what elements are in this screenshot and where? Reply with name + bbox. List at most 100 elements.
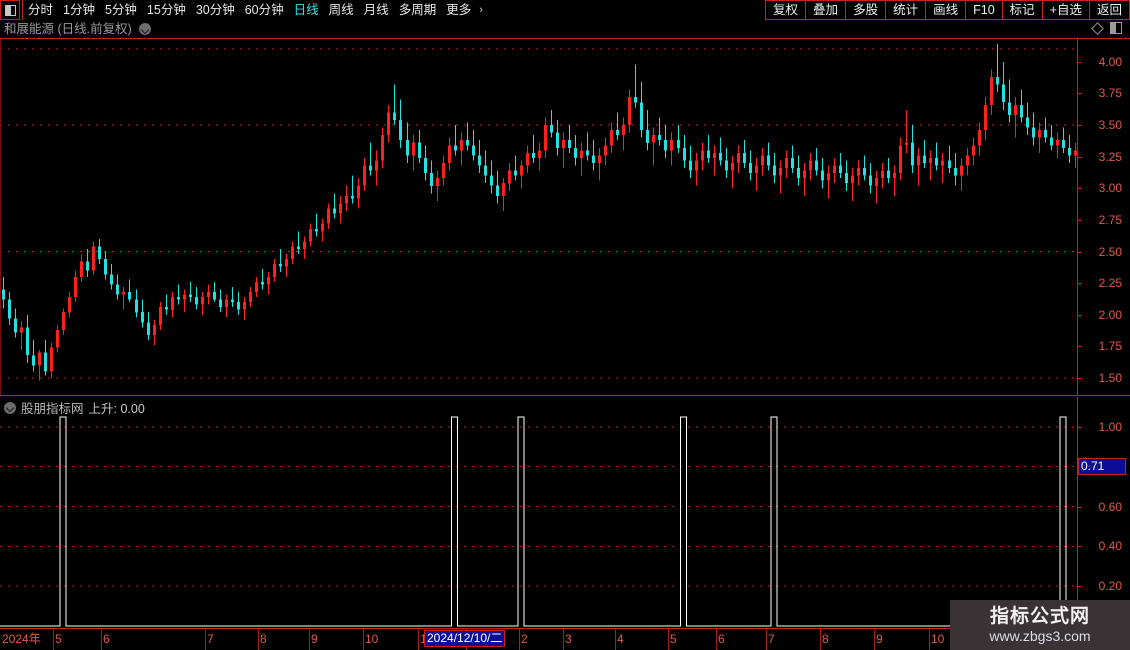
indicator-plot [0, 416, 1078, 627]
indicator-axis-tick [1077, 546, 1082, 548]
indicator-axis-label: 0.20 [1098, 579, 1122, 594]
window-split-icon[interactable] [1110, 22, 1122, 34]
date-axis-tick [101, 629, 102, 650]
date-axis-label: 4 [617, 632, 624, 646]
toolbar-button-F10[interactable]: F10 [966, 0, 1003, 20]
date-axis-label: 8 [822, 632, 829, 646]
period-10[interactable]: 多周期 [398, 3, 437, 17]
indicator-axis-tick [1077, 426, 1082, 428]
indicator-axis-label: 1.00 [1098, 419, 1122, 434]
date-axis-label: 7 [207, 632, 214, 646]
toolbar-button-多股[interactable]: 多股 [846, 0, 887, 20]
indicator-axis-label: 0.60 [1098, 499, 1122, 514]
panel-layout-icon[interactable] [0, 0, 20, 20]
price-axis-tick [1077, 251, 1082, 253]
price-axis-label: 1.75 [1098, 339, 1122, 354]
chevron-down-circle-icon[interactable] [4, 401, 16, 414]
price-axis-tick [1077, 283, 1082, 285]
more-chevron-icon[interactable]: › [479, 4, 483, 16]
toolbar-button-叠加[interactable]: 叠加 [806, 0, 847, 20]
watermark: 指标公式网 www.zbgs3.com [950, 600, 1130, 650]
date-axis[interactable]: 2024年567891011122345678910 2024/12/10/二 [0, 628, 1130, 650]
date-axis-tick [716, 629, 717, 650]
period-9[interactable]: 月线 [363, 3, 389, 17]
date-axis-tick [519, 629, 520, 650]
toolbar-button-标记[interactable]: 标记 [1002, 0, 1043, 20]
price-axis-label: 1.50 [1098, 371, 1122, 386]
indicator-header: 股朋指标网 上升: 0.00 [4, 398, 145, 417]
toolbar-button-统计[interactable]: 统计 [886, 0, 927, 20]
price-axis-label: 2.25 [1098, 276, 1122, 291]
date-axis-tick [820, 629, 821, 650]
date-axis-tick [258, 629, 259, 650]
indicator-axis-rule [1077, 397, 1078, 628]
period-3[interactable]: 5分钟 [104, 3, 137, 17]
date-axis-tick [929, 629, 930, 650]
price-axis-tick [1077, 61, 1082, 63]
period-selector: 分时 1分钟 5分钟 15分钟 30分钟 60分钟 日线 周线 月线 多周期 更多 › [22, 0, 486, 20]
date-axis-tick [615, 629, 616, 650]
period-1[interactable]: 分时 [28, 3, 54, 17]
watermark-title: 指标公式网 [989, 605, 1090, 627]
indicator-axis-label: 0.40 [1098, 539, 1122, 554]
price-axis-tick [1077, 125, 1082, 127]
date-axis-label: 6 [103, 632, 110, 646]
period-2[interactable]: 1分钟 [63, 3, 95, 17]
top-toolbar: 分时 1分钟 5分钟 15分钟 30分钟 60分钟 日线 周线 月线 多周期 更多 › 复权 叠加 多股统… [0, 0, 1130, 20]
price-axis-label: 3.75 [1098, 86, 1122, 101]
watermark-url: www.zbgs3.com [989, 627, 1091, 644]
price-axis-tick [1077, 314, 1082, 316]
stock-title-text: 和展能源 (日线.前复权) [4, 22, 132, 36]
price-axis-label: 3.00 [1098, 181, 1122, 196]
date-axis-label: 2 [521, 632, 528, 646]
indicator-cursor-value-box: 0.71 [1078, 458, 1126, 475]
title-right-icons [1091, 21, 1122, 35]
date-cursor-box: 2024/12/10/二 [424, 630, 506, 647]
period-11[interactable]: 更多 [446, 3, 472, 17]
toolbar-button-复权[interactable]: 复权 [765, 0, 807, 20]
stock-title[interactable]: 和展能源 (日线.前复权) [4, 21, 152, 37]
diamond-icon[interactable] [1091, 21, 1104, 35]
toolbar-button-返回[interactable]: 返回 [1089, 0, 1130, 20]
period-7[interactable]: 日线 [293, 3, 319, 17]
date-axis-label: 7 [768, 632, 775, 646]
date-axis-label: 5 [670, 632, 677, 646]
date-axis-tick [563, 629, 564, 650]
indicator-chart-panel[interactable]: 0.200.400.600.801.00 [0, 397, 1130, 628]
date-axis-tick [363, 629, 364, 650]
date-axis-label: 2024年 [2, 632, 41, 646]
price-axis-tick [1077, 219, 1082, 221]
date-axis-tick [766, 629, 767, 650]
toolbar-button-画线[interactable]: 画线 [926, 0, 967, 20]
price-axis-label: 3.25 [1098, 149, 1122, 164]
period-8[interactable]: 周线 [328, 3, 354, 17]
indicator-axis-tick [1077, 506, 1082, 508]
date-axis-label: 6 [718, 632, 725, 646]
date-axis-label: 9 [311, 632, 318, 646]
indicator-value-label: 上升: 0.00 [88, 402, 145, 416]
date-axis-label: 3 [565, 632, 572, 646]
price-axis-tick [1077, 93, 1082, 95]
date-axis-label: 9 [876, 632, 883, 646]
price-chart-panel[interactable]: 1.50 1.75 2.00 2.25 2.50 2.75 3.00 3.25 3.50 3.75… [0, 38, 1130, 396]
date-axis-label: 8 [260, 632, 267, 646]
period-6[interactable]: 60分钟 [244, 3, 284, 17]
indicator-axis-tick [1077, 586, 1082, 588]
price-axis-tick [1077, 156, 1082, 158]
toolbar-button-+自选[interactable]: +自选 [1042, 0, 1090, 20]
indicator-name: 股朋指标网 [21, 402, 84, 416]
date-axis-tick [668, 629, 669, 650]
date-axis-tick [309, 629, 310, 650]
date-axis-label: 10 [931, 632, 945, 646]
period-4[interactable]: 15分钟 [146, 3, 186, 17]
date-axis-label: 5 [55, 632, 62, 646]
date-axis-label: 10 [365, 632, 379, 646]
price-axis-tick [1077, 378, 1082, 380]
period-5[interactable]: 30分钟 [195, 3, 235, 17]
price-axis-label: 2.75 [1098, 212, 1122, 227]
chevron-down-circle-icon[interactable] [139, 23, 152, 35]
date-axis-tick [205, 629, 206, 650]
price-left-axis-rule [0, 39, 1, 395]
price-axis-label: 3.50 [1098, 118, 1122, 133]
